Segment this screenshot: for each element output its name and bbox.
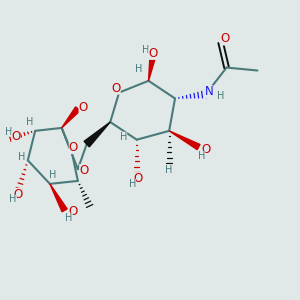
Text: H: H bbox=[166, 165, 173, 175]
Text: H: H bbox=[120, 132, 127, 142]
Text: H: H bbox=[49, 170, 56, 180]
Text: O: O bbox=[112, 82, 121, 95]
Polygon shape bbox=[148, 55, 156, 81]
Text: H: H bbox=[134, 64, 142, 74]
Text: O: O bbox=[201, 143, 211, 156]
Text: O: O bbox=[79, 101, 88, 114]
Text: O: O bbox=[69, 141, 78, 154]
Text: H: H bbox=[9, 194, 17, 205]
Text: O: O bbox=[11, 130, 21, 143]
Text: H: H bbox=[129, 179, 136, 189]
Text: O: O bbox=[148, 47, 158, 60]
Polygon shape bbox=[84, 122, 110, 147]
Text: H: H bbox=[217, 91, 224, 100]
Text: O: O bbox=[220, 32, 230, 46]
Text: N: N bbox=[205, 85, 213, 98]
Text: O: O bbox=[13, 188, 22, 201]
Polygon shape bbox=[62, 107, 80, 128]
Text: O: O bbox=[134, 172, 143, 185]
Text: H: H bbox=[18, 152, 25, 162]
Polygon shape bbox=[50, 184, 67, 212]
Text: H: H bbox=[198, 151, 205, 161]
Text: H: H bbox=[5, 127, 12, 137]
Text: O: O bbox=[69, 205, 78, 218]
Polygon shape bbox=[169, 131, 200, 150]
Text: H: H bbox=[65, 213, 73, 223]
Text: H: H bbox=[26, 117, 34, 127]
Text: O: O bbox=[79, 164, 88, 177]
Text: H: H bbox=[142, 45, 149, 55]
